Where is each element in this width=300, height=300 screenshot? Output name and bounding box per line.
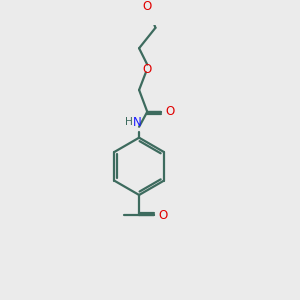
Text: H: H [125,117,133,127]
Text: O: O [165,105,175,118]
Text: O: O [142,63,152,76]
Text: O: O [142,0,152,13]
Text: O: O [158,209,168,222]
Text: N: N [133,116,141,129]
